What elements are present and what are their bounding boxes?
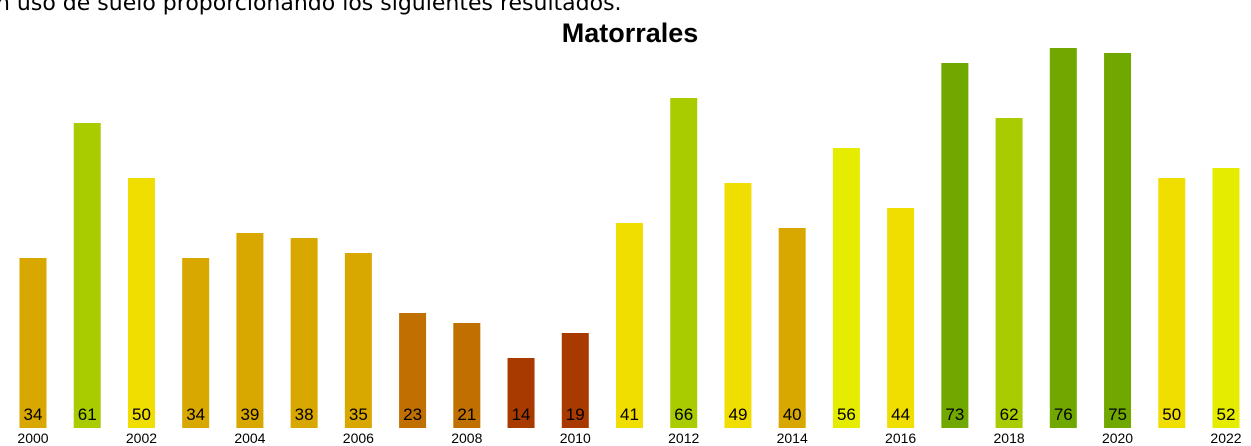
data-label: 73 bbox=[945, 405, 964, 424]
bar bbox=[19, 258, 47, 428]
bar bbox=[127, 178, 155, 428]
bar bbox=[1049, 48, 1077, 428]
data-label: 75 bbox=[1108, 405, 1127, 424]
x-tick-label: 2020 bbox=[1102, 430, 1133, 446]
data-label: 23 bbox=[403, 405, 422, 424]
data-label: 35 bbox=[349, 405, 368, 424]
data-label: 61 bbox=[78, 405, 97, 424]
bar bbox=[73, 123, 101, 428]
data-label: 76 bbox=[1054, 405, 1073, 424]
bar bbox=[1212, 168, 1240, 428]
data-label: 52 bbox=[1217, 405, 1236, 424]
x-tick-label: 2016 bbox=[885, 430, 916, 446]
data-label: 56 bbox=[837, 405, 856, 424]
x-tick-label: 2006 bbox=[343, 430, 374, 446]
bar bbox=[832, 148, 860, 428]
data-label: 50 bbox=[132, 405, 151, 424]
bar bbox=[561, 333, 589, 428]
data-label: 21 bbox=[457, 405, 476, 424]
bar bbox=[670, 98, 698, 428]
bar bbox=[616, 223, 643, 428]
x-tick-label: 2022 bbox=[1210, 430, 1241, 446]
bar bbox=[995, 118, 1023, 428]
bar bbox=[453, 323, 481, 428]
x-tick-label: 2000 bbox=[17, 430, 48, 446]
x-tick-label: 2018 bbox=[994, 430, 1025, 446]
bar bbox=[507, 358, 535, 428]
data-label: 34 bbox=[24, 405, 43, 424]
data-label: 62 bbox=[1000, 405, 1019, 424]
data-label: 44 bbox=[891, 405, 910, 424]
data-label: 34 bbox=[186, 405, 205, 424]
x-tick-label: 2008 bbox=[451, 430, 482, 446]
bar bbox=[182, 258, 210, 428]
data-label: 50 bbox=[1162, 405, 1181, 424]
bar bbox=[941, 63, 969, 428]
data-label: 14 bbox=[512, 405, 531, 424]
bar bbox=[1158, 178, 1186, 428]
data-label: 19 bbox=[566, 405, 585, 424]
x-tick-label: 2012 bbox=[668, 430, 699, 446]
data-label: 49 bbox=[728, 405, 747, 424]
bar bbox=[778, 228, 806, 428]
intro-text: n uso de suelo proporcionando los siguie… bbox=[0, 0, 622, 16]
data-label: 66 bbox=[674, 405, 693, 424]
x-tick-label: 2014 bbox=[777, 430, 808, 446]
x-tick-label: 2004 bbox=[234, 430, 265, 446]
data-label: 38 bbox=[295, 405, 314, 424]
bar bbox=[344, 253, 372, 428]
bar bbox=[724, 183, 752, 428]
bar bbox=[290, 238, 318, 428]
x-tick-label: 2010 bbox=[560, 430, 591, 446]
chart-title: Matorrales bbox=[562, 18, 699, 48]
x-tick-label: 2002 bbox=[126, 430, 157, 446]
bar bbox=[887, 208, 915, 428]
bar bbox=[1104, 53, 1132, 428]
data-label: 39 bbox=[240, 405, 259, 424]
data-label: 41 bbox=[620, 405, 639, 424]
bar bbox=[399, 313, 427, 428]
data-label: 40 bbox=[783, 405, 802, 424]
bar bbox=[236, 233, 264, 428]
